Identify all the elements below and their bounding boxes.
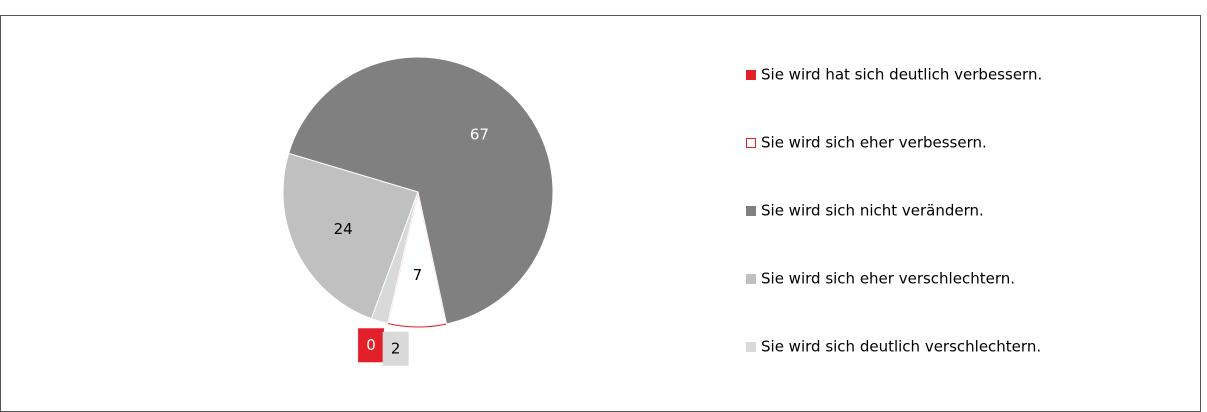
legend-marker: [746, 206, 756, 216]
legend-label: Sie wird sich eher verbessern.: [761, 134, 987, 152]
legend-label: Sie wird hat sich deutlich verbessern.: [761, 66, 1042, 84]
pie-slice: [288, 56, 554, 325]
pie-slice: [370, 191, 419, 325]
legend-marker: [746, 274, 756, 284]
legend-marker: [746, 138, 756, 148]
data-label: 0: [366, 336, 376, 354]
data-label: 7: [413, 266, 423, 284]
legend-label: Sie wird sich deutlich verschlechtern.: [761, 338, 1041, 356]
data-label-box: [358, 328, 385, 363]
legend-marker: [746, 342, 756, 352]
legend-label: Sie wird sich eher verschlechtern.: [761, 270, 1015, 288]
data-label: 24: [334, 220, 353, 238]
data-label: 2: [391, 339, 401, 357]
data-label-box: [382, 331, 409, 366]
legend-marker: [746, 70, 756, 80]
legend-label: Sie wird sich nicht verändern.: [761, 202, 984, 220]
pie-slice: [282, 152, 419, 320]
data-label: 67: [470, 126, 489, 144]
